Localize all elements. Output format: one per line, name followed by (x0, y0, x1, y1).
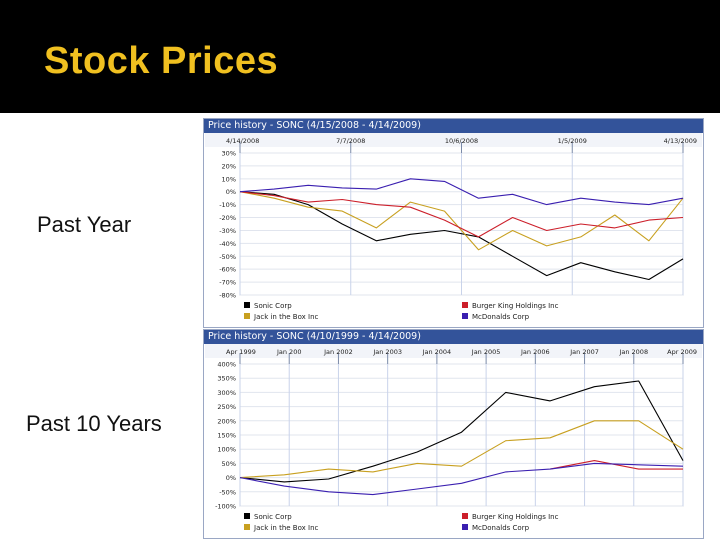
y-tick-label: -50% (219, 253, 236, 261)
x-tick-label: 4/14/2008 (226, 137, 259, 145)
y-tick-label: 0% (226, 474, 236, 482)
x-tick-strip (205, 344, 702, 358)
series-line-sonic-corp (239, 380, 684, 483)
legend-label-burger-king-holdings-inc: Burger King Holdings Inc (472, 513, 559, 521)
x-tick-label: Jan 2002 (323, 348, 353, 356)
y-tick-label: 350% (217, 375, 236, 383)
legend-swatch-jack-in-the-box-inc (244, 313, 250, 319)
legend-swatch-jack-in-the-box-inc (244, 524, 250, 530)
series-line-burger-king-holdings-inc (549, 460, 683, 470)
legend-label-mcdonalds-corp: McDonalds Corp (472, 313, 530, 321)
x-tick-label: 1/5/2009 (558, 137, 587, 145)
x-tick-label: Apr 1999 (226, 348, 256, 356)
y-tick-label: 50% (222, 460, 236, 468)
legend-swatch-burger-king-holdings-inc (462, 302, 468, 308)
x-tick-label: Jan 200 (276, 348, 302, 356)
series-line-jack-in-the-box-inc (239, 420, 684, 479)
y-tick-label: 250% (217, 403, 236, 411)
chart-title-past-year: Price history - SONC (4/15/2008 - 4/14/2… (204, 119, 703, 133)
x-tick-label: Jan 2004 (422, 348, 452, 356)
chart-panel-past-10-years: 400% 350% 300% 250% 200% 150% 100% 50% 0% -50% -10… (203, 329, 704, 539)
x-tick-strip (205, 133, 702, 147)
slide-title: Stock Prices (44, 40, 279, 82)
y-tick-label: 150% (217, 432, 236, 440)
y-tick-label: 200% (217, 417, 236, 425)
x-tick-label: 10/6/2008 (445, 137, 478, 145)
y-tick-label: 30% (222, 150, 236, 158)
x-tick-label: Jan 2003 (372, 348, 402, 356)
title-bar: Stock Prices (0, 0, 720, 113)
y-tick-label: -40% (219, 240, 236, 248)
y-tick-label: -50% (219, 488, 236, 496)
y-tick-label: -80% (219, 292, 236, 300)
y-tick-label: 100% (217, 446, 236, 454)
series-line-jack-in-the-box-inc (239, 191, 684, 251)
x-tick-label: Jan 2005 (471, 348, 501, 356)
label-past-10-years: Past 10 Years (26, 411, 162, 436)
y-tick-label: 300% (217, 389, 236, 397)
legend-swatch-mcdonalds-corp (462, 524, 468, 530)
x-tick-label: Jan 2006 (520, 348, 550, 356)
y-tick-label: -10% (219, 201, 236, 209)
series-line-mcdonalds-corp (239, 178, 684, 206)
x-tick-label: 4/13/2009 (664, 137, 697, 145)
label-past-year: Past Year (37, 212, 132, 237)
x-tick-label: Jan 2007 (569, 348, 599, 356)
legend-swatch-burger-king-holdings-inc (462, 513, 468, 519)
y-tick-label: -70% (219, 279, 236, 287)
series-line-mcdonalds-corp (239, 462, 684, 496)
chart-past-year: 30% 20% 10% 0% -10% -20% -30% -40% -50% -60% -70% -… (205, 133, 702, 321)
y-tick-label: -20% (219, 214, 236, 222)
y-tick-label: 20% (222, 162, 236, 170)
y-tick-label: 10% (222, 175, 236, 183)
x-tick-label: Apr 2009 (667, 348, 697, 356)
legend-swatch-sonic-corp (244, 302, 250, 308)
x-tick-label: Jan 2008 (618, 348, 648, 356)
y-tick-label: 400% (217, 361, 236, 369)
legend-swatch-mcdonalds-corp (462, 313, 468, 319)
series-line-burger-king-holdings-inc (239, 191, 684, 238)
legend-label-jack-in-the-box-inc: Jack in the Box Inc (253, 524, 319, 532)
chart-past-10-years: 400% 350% 300% 250% 200% 150% 100% 50% 0% -50% -10… (205, 344, 702, 532)
legend-label-sonic-corp: Sonic Corp (254, 513, 292, 521)
legend-label-mcdonalds-corp: McDonalds Corp (472, 524, 530, 532)
y-tick-label: -30% (219, 227, 236, 235)
x-tick-label: 7/7/2008 (336, 137, 365, 145)
legend-label-jack-in-the-box-inc: Jack in the Box Inc (253, 313, 319, 321)
legend-swatch-sonic-corp (244, 513, 250, 519)
y-tick-label: -100% (215, 503, 236, 511)
legend-label-sonic-corp: Sonic Corp (254, 302, 292, 310)
chart-title-past-10-years: Price history - SONC (4/10/1999 - 4/14/2… (204, 330, 703, 344)
y-tick-label: -60% (219, 266, 236, 274)
y-tick-label: 0% (226, 188, 236, 196)
legend-label-burger-king-holdings-inc: Burger King Holdings Inc (472, 302, 559, 310)
chart-panel-past-year: 30% 20% 10% 0% -10% -20% -30% -40% -50% -60% -70% -… (203, 118, 704, 328)
